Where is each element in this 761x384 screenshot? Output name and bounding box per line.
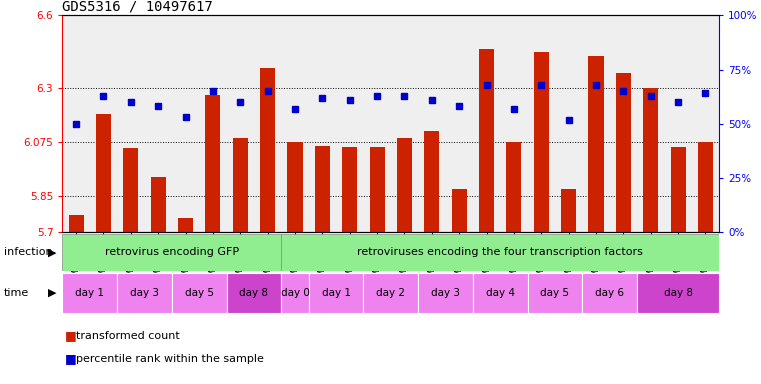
Bar xyxy=(96,114,111,232)
Bar xyxy=(582,15,610,232)
Bar xyxy=(698,142,713,232)
Bar xyxy=(588,56,603,232)
Text: day 2: day 2 xyxy=(376,288,406,298)
Bar xyxy=(233,138,248,232)
Bar xyxy=(123,148,139,232)
Bar xyxy=(506,142,521,232)
Text: day 6: day 6 xyxy=(595,288,624,298)
Bar xyxy=(473,15,500,232)
Bar xyxy=(282,234,719,271)
Bar xyxy=(527,15,555,232)
Bar xyxy=(62,273,117,313)
Bar xyxy=(145,15,172,232)
Bar xyxy=(199,15,227,232)
Bar xyxy=(364,273,418,313)
Bar xyxy=(227,15,254,232)
Text: retrovirus encoding GFP: retrovirus encoding GFP xyxy=(105,247,239,258)
Bar xyxy=(288,142,303,232)
Bar xyxy=(533,51,549,232)
Bar xyxy=(342,147,357,232)
Bar xyxy=(117,273,172,313)
Text: day 3: day 3 xyxy=(130,288,159,298)
Text: day 1: day 1 xyxy=(322,288,351,298)
Bar xyxy=(309,15,336,232)
Text: ▶: ▶ xyxy=(47,247,56,258)
Bar xyxy=(643,88,658,232)
Bar xyxy=(90,15,117,232)
Bar xyxy=(582,273,637,313)
Bar xyxy=(151,177,166,232)
Bar xyxy=(555,15,582,232)
Bar xyxy=(205,95,221,232)
Bar xyxy=(452,189,466,232)
Bar xyxy=(425,131,439,232)
Bar xyxy=(397,138,412,232)
Text: retroviruses encoding the four transcription factors: retroviruses encoding the four transcrip… xyxy=(358,247,643,258)
Bar xyxy=(172,273,227,313)
Bar xyxy=(616,73,631,232)
Text: day 5: day 5 xyxy=(540,288,569,298)
Text: infection: infection xyxy=(4,247,53,258)
Text: day 3: day 3 xyxy=(431,288,460,298)
Bar xyxy=(664,15,692,232)
Text: GDS5316 / 10497617: GDS5316 / 10497617 xyxy=(62,0,213,13)
Bar xyxy=(364,15,390,232)
Bar xyxy=(282,15,309,232)
Bar xyxy=(418,15,445,232)
Text: day 1: day 1 xyxy=(75,288,104,298)
Bar xyxy=(178,218,193,232)
Bar xyxy=(610,15,637,232)
Bar xyxy=(391,15,418,232)
Text: day 0: day 0 xyxy=(281,288,310,298)
Bar xyxy=(282,273,309,313)
Bar xyxy=(309,273,364,313)
Bar xyxy=(445,15,473,232)
Bar xyxy=(172,15,199,232)
Text: ■: ■ xyxy=(65,353,76,366)
Bar xyxy=(473,273,527,313)
Text: day 5: day 5 xyxy=(185,288,214,298)
Text: day 8: day 8 xyxy=(240,288,269,298)
Bar xyxy=(418,273,473,313)
Bar xyxy=(637,15,664,232)
Bar xyxy=(117,15,145,232)
Bar xyxy=(62,15,90,232)
Bar xyxy=(692,15,719,232)
Bar xyxy=(62,234,282,271)
Bar xyxy=(68,215,84,232)
Bar xyxy=(227,273,282,313)
Bar xyxy=(637,273,719,313)
Bar xyxy=(336,15,364,232)
Bar xyxy=(479,49,494,232)
Text: ▶: ▶ xyxy=(47,288,56,298)
Bar xyxy=(500,15,527,232)
Text: transformed count: transformed count xyxy=(76,331,180,341)
Text: day 4: day 4 xyxy=(486,288,514,298)
Text: time: time xyxy=(4,288,29,298)
Bar xyxy=(561,189,576,232)
Text: day 8: day 8 xyxy=(664,288,693,298)
Text: ■: ■ xyxy=(65,329,76,343)
Bar xyxy=(254,15,282,232)
Bar xyxy=(370,147,384,232)
Text: percentile rank within the sample: percentile rank within the sample xyxy=(76,354,264,364)
Bar xyxy=(315,146,330,232)
Bar xyxy=(527,273,582,313)
Bar xyxy=(670,147,686,232)
Bar xyxy=(260,68,275,232)
